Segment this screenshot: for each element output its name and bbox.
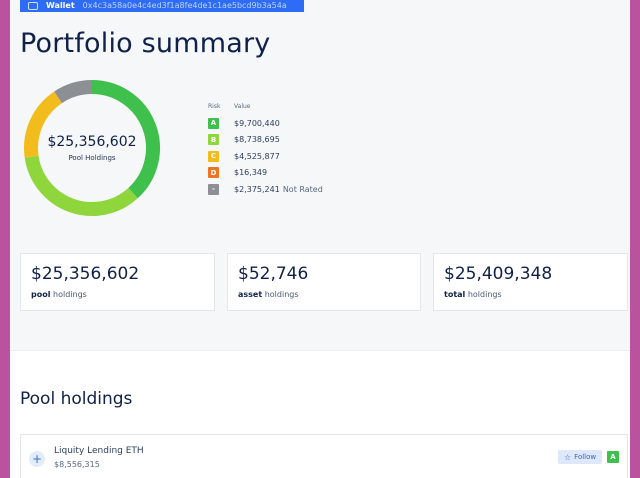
card-amount: $25,356,602 xyxy=(31,264,140,284)
legend-value: $2,375,241 xyxy=(234,184,280,194)
legend-row: A $9,700,440 xyxy=(208,115,323,132)
card-amount: $25,409,348 xyxy=(444,264,553,284)
wallet-address: 0x4c3a58a0e4c4ed3f1a8fe4de1c1ae5bcd9b3a5… xyxy=(82,1,287,10)
card-label: pool holdings xyxy=(31,290,204,299)
legend-value: $4,525,877 xyxy=(234,151,280,161)
risk-badge-not-rated: - xyxy=(208,183,219,195)
donut-total: $25,356,602 xyxy=(47,134,137,150)
donut-segment-b xyxy=(24,155,138,216)
legend-header: Risk Value xyxy=(208,103,323,110)
risk-badge-b: B xyxy=(208,134,219,146)
card-label: total holdings xyxy=(444,290,617,299)
wallet-bar[interactable]: Wallet 0x4c3a58a0e4c4ed3f1a8fe4de1c1ae5b… xyxy=(20,0,304,12)
pool-holdings-card: $25,356,602 pool holdings xyxy=(20,253,215,311)
holding-amount: $8,556,315 xyxy=(54,460,100,469)
legend-row: B $8,738,695 xyxy=(208,132,323,149)
risk-badge-d: D xyxy=(208,167,219,179)
card-amount: $52,746 xyxy=(238,264,309,284)
legend-value-header: Value xyxy=(234,103,251,110)
donut-subtitle: Pool Holdings xyxy=(68,154,116,162)
risk-badge-a: A xyxy=(607,451,619,463)
legend-value: $9,700,440 xyxy=(234,118,280,128)
legend-row: D $16,349 xyxy=(208,165,323,182)
pool-holding-row[interactable]: + Liquity Lending ETH $8,556,315 ☆ Follo… xyxy=(20,434,628,478)
asset-holdings-card: $52,746 asset holdings xyxy=(227,253,421,311)
follow-label: Follow xyxy=(574,453,597,461)
section-title: Pool holdings xyxy=(20,389,133,409)
donut-center: $25,356,602 Pool Holdings xyxy=(20,76,164,220)
wallet-label: Wallet xyxy=(46,1,75,10)
risk-donut-chart xyxy=(24,80,160,216)
legend-risk-header: Risk xyxy=(208,103,221,110)
card-label-rest: holdings xyxy=(262,290,299,299)
card-label: asset holdings xyxy=(238,290,410,299)
wallet-icon xyxy=(28,2,38,10)
legend-row: C $4,525,877 xyxy=(208,148,323,165)
legend-note: Not Rated xyxy=(282,184,323,194)
follow-button[interactable]: ☆ Follow xyxy=(558,450,603,464)
donut-segment-c xyxy=(24,91,63,158)
card-label-rest: holdings xyxy=(465,290,502,299)
total-holdings-card: $25,409,348 total holdings xyxy=(433,253,628,311)
card-label-strong: asset xyxy=(238,290,263,299)
legend-value: $8,738,695 xyxy=(234,135,280,145)
page-title: Portfolio summary xyxy=(20,28,271,59)
legend-value: $16,349 xyxy=(234,168,268,178)
card-label-rest: holdings xyxy=(50,290,87,299)
risk-badge-c: C xyxy=(208,150,219,162)
donut-segment-not-rated xyxy=(54,80,93,104)
legend-row: - $2,375,241 Not Rated xyxy=(208,181,323,198)
card-label-strong: pool xyxy=(31,290,51,299)
risk-legend: Risk Value A $9,700,440 B $8,738,695 C $… xyxy=(208,103,323,198)
holding-name[interactable]: Liquity Lending ETH xyxy=(54,446,144,456)
pool-holdings-section: Pool holdings + Liquity Lending ETH $8,5… xyxy=(10,350,630,478)
star-icon: ☆ xyxy=(564,452,572,462)
expand-button[interactable]: + xyxy=(29,451,45,467)
app-frame: Wallet 0x4c3a58a0e4c4ed3f1a8fe4de1c1ae5b… xyxy=(10,0,630,478)
card-label-strong: total xyxy=(444,290,466,299)
donut-segment-a xyxy=(91,80,160,199)
risk-badge-a: A xyxy=(208,117,219,129)
